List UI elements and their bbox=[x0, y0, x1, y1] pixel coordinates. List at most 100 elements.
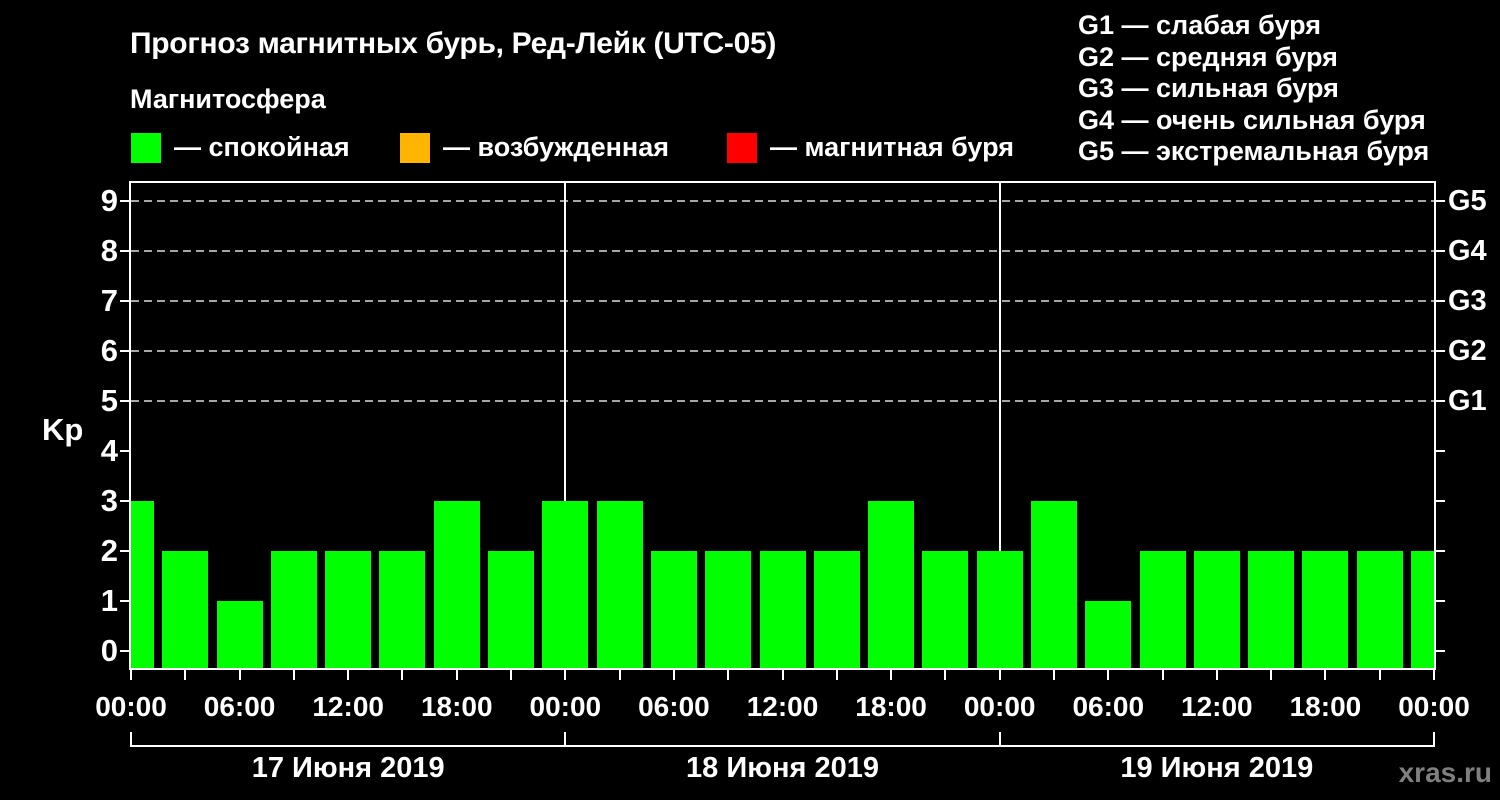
y-axis-tick-right bbox=[1436, 450, 1445, 452]
x-axis-tick bbox=[890, 670, 893, 680]
kp-bar bbox=[1030, 501, 1077, 668]
g-level-label: G5 bbox=[1448, 185, 1487, 217]
kp-bar bbox=[705, 551, 752, 668]
kp-bar bbox=[1139, 551, 1186, 668]
storm-scale-item: G2 — средняя буря bbox=[1078, 41, 1338, 72]
y-axis-tick-left bbox=[120, 550, 129, 552]
kp-gridline bbox=[131, 200, 1434, 202]
time-label: 00:00 bbox=[963, 691, 1036, 722]
time-label: 12:00 bbox=[746, 691, 819, 722]
kp-bar bbox=[379, 551, 426, 668]
kp-bar bbox=[325, 551, 372, 668]
x-axis-tick bbox=[347, 670, 350, 680]
kp-bar bbox=[759, 551, 806, 668]
plot-area bbox=[120, 181, 1445, 680]
time-label: 18:00 bbox=[1289, 691, 1362, 722]
kp-bar bbox=[1356, 551, 1403, 668]
kp-bar bbox=[1085, 601, 1132, 668]
y-axis-tick-right bbox=[1436, 650, 1445, 652]
legend-item-quiet: — спокойная bbox=[131, 132, 350, 163]
y-tick-label: 6 bbox=[100, 333, 118, 368]
kp-gridline bbox=[131, 300, 1434, 302]
x-axis-tick bbox=[184, 670, 187, 680]
x-axis-tick bbox=[238, 670, 241, 680]
g-level-label: G3 bbox=[1448, 285, 1487, 317]
y-tick-label: 5 bbox=[100, 383, 118, 418]
kp-bar bbox=[542, 501, 589, 668]
x-axis-tick bbox=[401, 670, 404, 680]
kp-bar bbox=[162, 551, 209, 668]
x-axis-tick bbox=[1107, 670, 1110, 680]
kp-bar bbox=[868, 501, 915, 668]
storm-scale-item: G5 — экстремальная буря bbox=[1078, 136, 1430, 167]
x-axis-tick bbox=[1215, 670, 1218, 680]
magnetosphere-label: Магнитосфера bbox=[130, 84, 326, 114]
time-label: 00:00 bbox=[1398, 691, 1470, 722]
y-axis-tick-right bbox=[1436, 600, 1445, 602]
kp-bar bbox=[216, 601, 263, 668]
legend-item-storm: — магнитная буря bbox=[727, 132, 1014, 163]
kp-bar bbox=[1193, 551, 1240, 668]
time-label: 18:00 bbox=[855, 691, 927, 722]
x-axis-tick bbox=[1378, 670, 1381, 680]
storm-scale-item: G4 — очень сильная буря bbox=[1078, 104, 1426, 135]
time-label: 00:00 bbox=[529, 691, 602, 722]
x-axis-tick bbox=[455, 670, 458, 680]
y-axis-tick-left bbox=[120, 200, 129, 202]
y-axis-tick-right bbox=[1436, 250, 1445, 252]
x-axis-tick bbox=[781, 670, 784, 680]
y-axis-tick-left bbox=[120, 600, 129, 602]
date-bracket-tick bbox=[998, 732, 1001, 747]
kp-bar bbox=[1411, 551, 1434, 668]
kp-bar bbox=[596, 501, 643, 668]
legend-label-storm: — магнитная буря bbox=[770, 132, 1014, 162]
storm-scale-item: G3 — сильная буря bbox=[1078, 73, 1339, 104]
time-label: 12:00 bbox=[312, 691, 384, 722]
y-axis-tick-left bbox=[120, 450, 129, 452]
time-label: 00:00 bbox=[95, 691, 167, 722]
x-axis-tick bbox=[130, 670, 132, 680]
x-axis-tick bbox=[618, 670, 621, 680]
y-axis-tick-left bbox=[120, 250, 129, 252]
x-axis-tick bbox=[1433, 670, 1435, 680]
kp-bar bbox=[270, 551, 317, 668]
date-bracket-tick bbox=[564, 732, 567, 747]
legend-item-excited: — возбужденная bbox=[400, 132, 669, 163]
kp-bar bbox=[1302, 551, 1349, 668]
legend-swatch-excited bbox=[400, 132, 430, 163]
x-axis-tick bbox=[1270, 670, 1273, 680]
legend-label-excited: — возбужденная bbox=[443, 132, 669, 162]
g-level-label: G4 bbox=[1448, 235, 1487, 267]
time-label: 12:00 bbox=[1181, 691, 1253, 722]
y-axis-tick-left bbox=[120, 500, 129, 502]
kp-bar bbox=[976, 551, 1023, 668]
y-axis-title: Kp bbox=[42, 412, 84, 447]
y-tick-label: 3 bbox=[100, 483, 118, 518]
legend-swatch-quiet bbox=[131, 132, 161, 163]
y-axis-tick-right bbox=[1436, 350, 1445, 352]
y-axis-tick-left bbox=[120, 400, 129, 402]
x-axis-tick bbox=[998, 670, 1001, 680]
kp-gridline bbox=[131, 400, 1434, 402]
y-axis-tick-right bbox=[1436, 200, 1445, 202]
time-label: 06:00 bbox=[638, 691, 710, 722]
time-label: 06:00 bbox=[203, 691, 276, 722]
y-axis-tick-left bbox=[120, 350, 129, 352]
x-axis-tick bbox=[1052, 670, 1055, 680]
y-axis-tick-left bbox=[120, 300, 129, 302]
kp-bar bbox=[131, 501, 154, 668]
y-tick-label: 0 bbox=[100, 633, 118, 668]
y-axis-tick-right bbox=[1436, 550, 1445, 552]
y-tick-label: 1 bbox=[100, 583, 118, 618]
x-axis-tick bbox=[944, 670, 947, 680]
time-label: 06:00 bbox=[1072, 691, 1145, 722]
date-label: 19 Июня 2019 bbox=[1120, 752, 1314, 784]
kp-bar bbox=[433, 501, 480, 668]
day-separator-line bbox=[998, 183, 1001, 668]
y-tick-label: 2 bbox=[100, 533, 118, 568]
y-tick-label: 4 bbox=[100, 433, 118, 468]
date-bracket-line bbox=[130, 745, 1435, 747]
x-axis-tick bbox=[1161, 670, 1164, 680]
day-separator-line bbox=[564, 183, 567, 668]
